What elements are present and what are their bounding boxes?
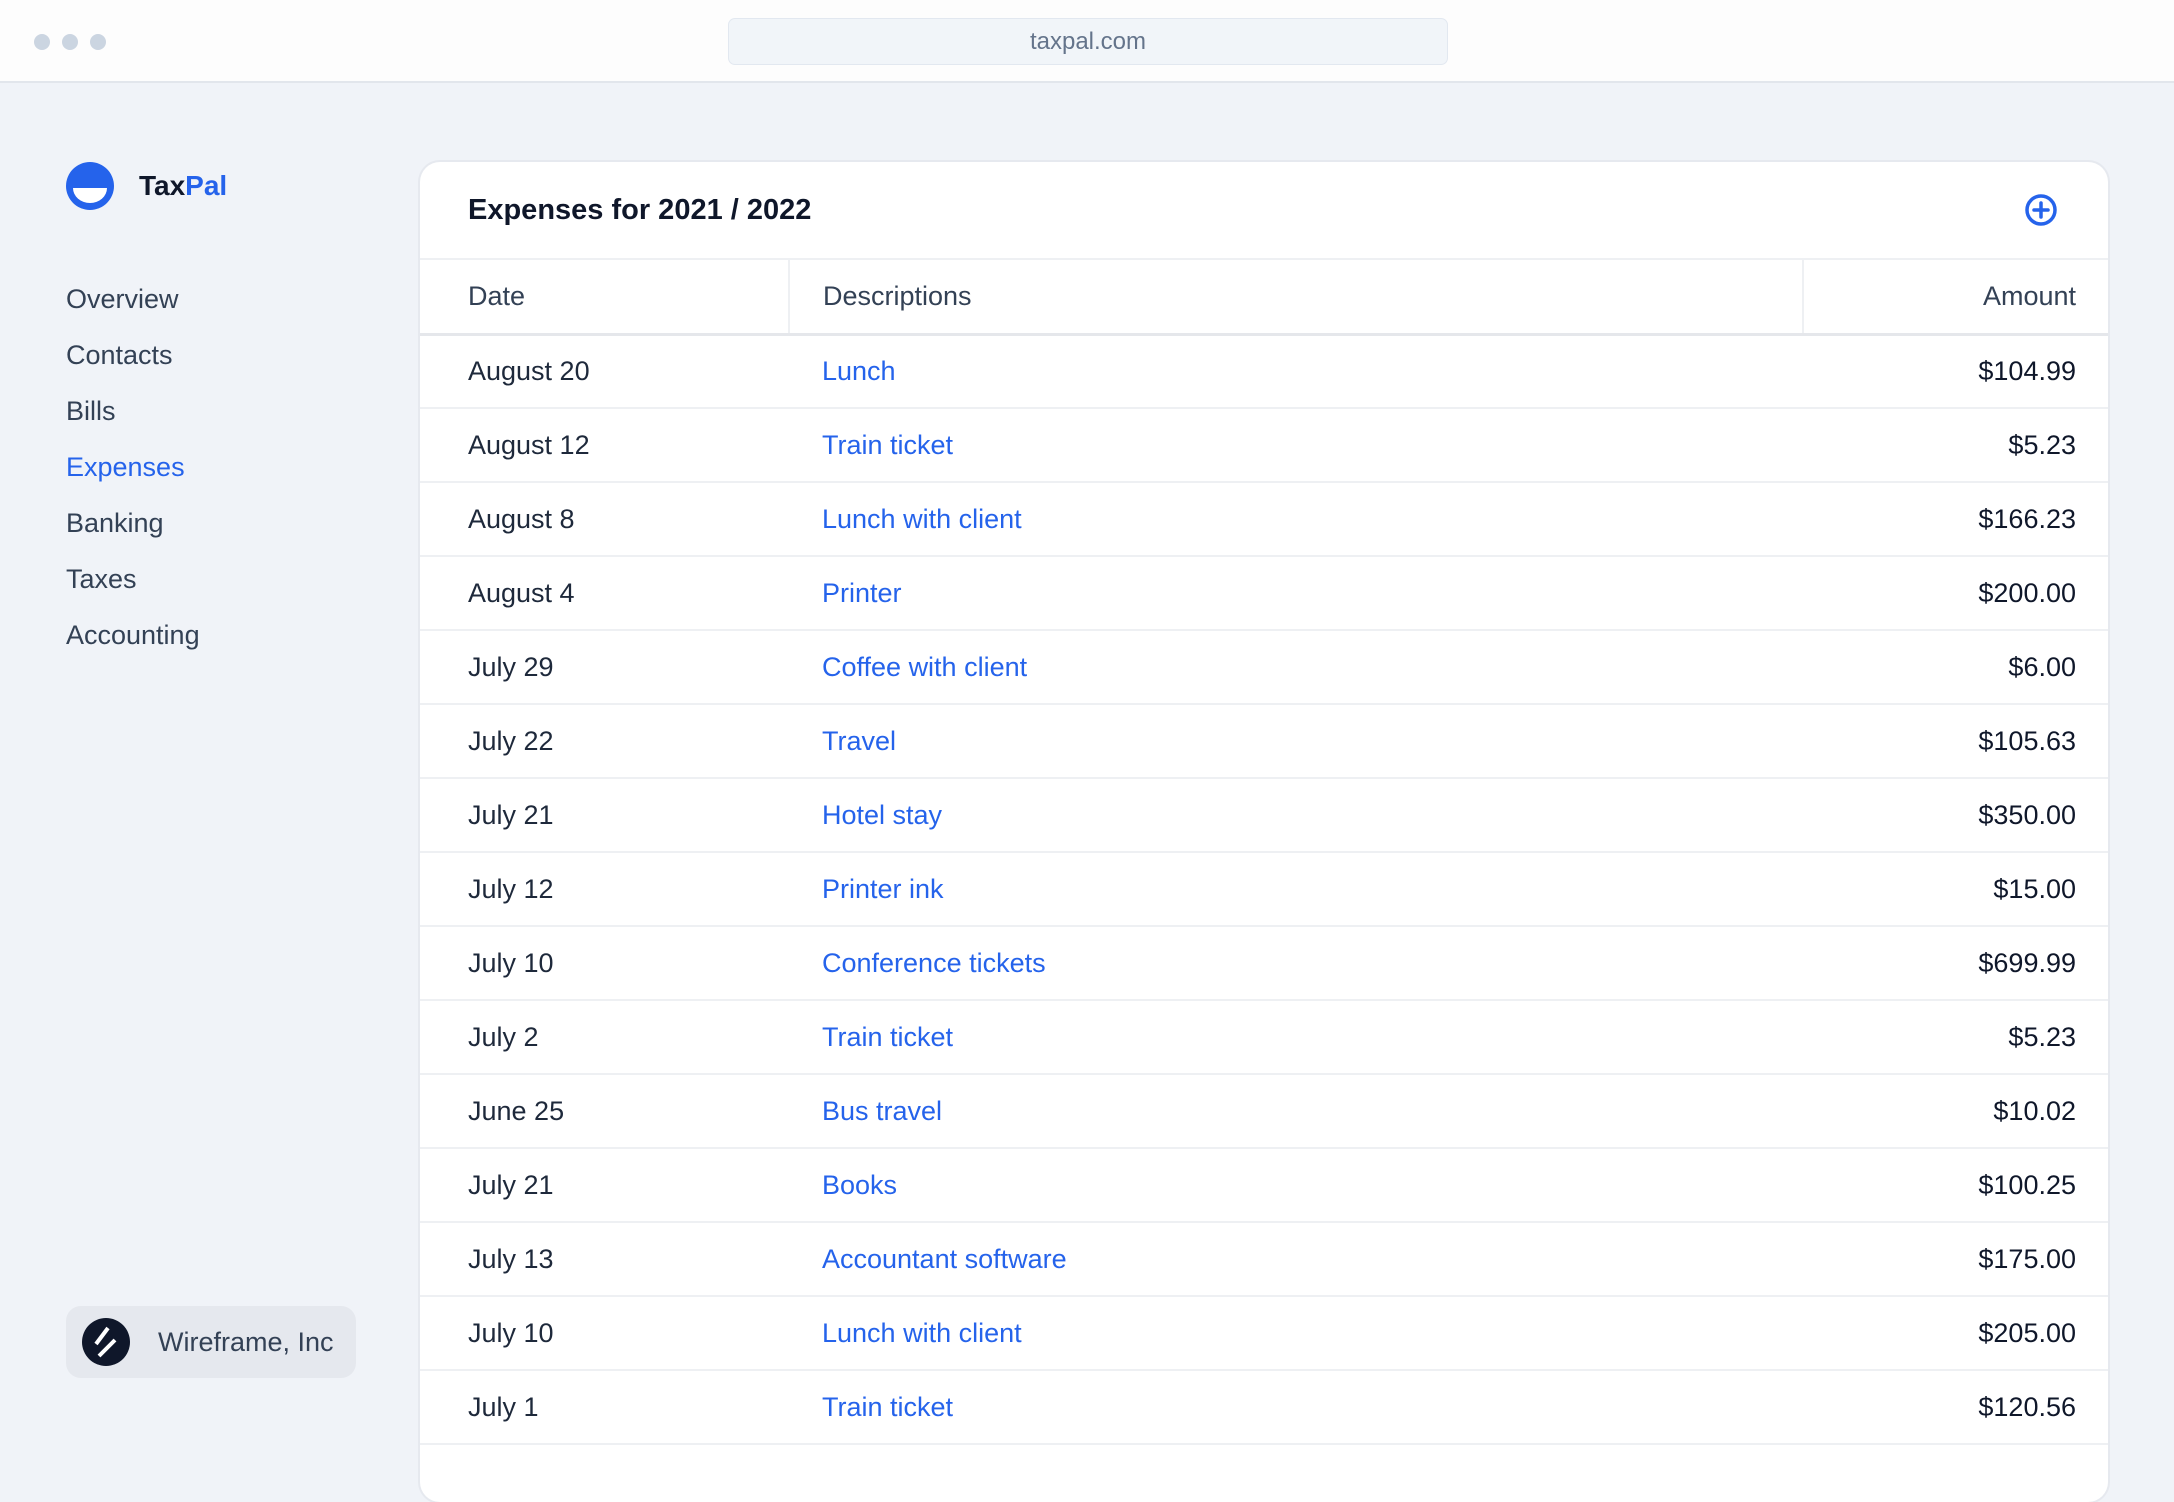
- address-bar[interactable]: taxpal.com: [728, 18, 1448, 65]
- expense-amount: $205.00: [1803, 1296, 2108, 1371]
- table-row[interactable]: July 13 Accountant software $175.00: [420, 1222, 2108, 1297]
- sidebar-item-expenses[interactable]: Expenses: [66, 452, 185, 482]
- expense-date: August 12: [420, 408, 789, 483]
- sidebar-item-overview[interactable]: Overview: [66, 284, 179, 314]
- expense-date: August 8: [420, 482, 789, 557]
- organization-switcher[interactable]: Wireframe, Inc: [66, 1306, 356, 1378]
- brand-logo[interactable]: TaxPal: [66, 162, 227, 210]
- expense-description-link[interactable]: Travel: [789, 704, 1803, 779]
- browser-toolbar: taxpal.com: [0, 0, 2174, 83]
- expense-date: July 1: [420, 1370, 789, 1445]
- sidebar-item-accounting[interactable]: Accounting: [66, 620, 200, 650]
- expense-date: July 21: [420, 778, 789, 853]
- expense-amount: $6.00: [1803, 630, 2108, 705]
- column-header-date[interactable]: Date: [420, 260, 790, 336]
- expense-amount: $105.63: [1803, 704, 2108, 779]
- table-row[interactable]: July 10 Conference tickets $699.99: [420, 926, 2108, 1001]
- expense-amount: $15.00: [1803, 852, 2108, 927]
- expenses-panel: Expenses for 2021 / 2022 Date Descriptio…: [420, 162, 2108, 1502]
- window-maximize-dot[interactable]: [90, 34, 106, 50]
- expense-date: July 10: [420, 926, 789, 1001]
- table-row[interactable]: July 29 Coffee with client $6.00: [420, 630, 2108, 705]
- column-header-amount[interactable]: Amount: [1803, 260, 2108, 336]
- window-minimize-dot[interactable]: [62, 34, 78, 50]
- expense-description-link[interactable]: Accountant software: [789, 1222, 1803, 1297]
- table-row[interactable]: August 20 Lunch $104.99: [420, 334, 2108, 409]
- expense-date: July 22: [420, 704, 789, 779]
- expense-date: August 20: [420, 334, 789, 409]
- expense-description-link[interactable]: Lunch with client: [789, 1296, 1803, 1371]
- expense-amount: $104.99: [1803, 334, 2108, 409]
- expense-amount: $120.56: [1803, 1370, 2108, 1445]
- table-row[interactable]: July 21 Hotel stay $350.00: [420, 778, 2108, 853]
- table-row[interactable]: July 21 Books $100.25: [420, 1148, 2108, 1223]
- wireframe-logo-icon: [82, 1318, 130, 1366]
- expense-description-link[interactable]: Printer ink: [789, 852, 1803, 927]
- expense-amount: $5.23: [1803, 408, 2108, 483]
- expense-date: August 4: [420, 556, 789, 631]
- expense-amount: $100.25: [1803, 1148, 2108, 1223]
- expense-description-link[interactable]: Lunch with client: [789, 482, 1803, 557]
- table-row[interactable]: June 25 Bus travel $10.02: [420, 1074, 2108, 1149]
- expense-date: July 2: [420, 1000, 789, 1075]
- plus-circle-icon[interactable]: [2024, 193, 2058, 227]
- table-row[interactable]: July 22 Travel $105.63: [420, 704, 2108, 779]
- expense-description-link[interactable]: Train ticket: [789, 1370, 1803, 1445]
- expense-amount: $166.23: [1803, 482, 2108, 557]
- expense-amount: $699.99: [1803, 926, 2108, 1001]
- expense-description-link[interactable]: Train ticket: [789, 1000, 1803, 1075]
- table-row[interactable]: July 12 Printer ink $15.00: [420, 852, 2108, 927]
- table-row[interactable]: July 1 Train ticket $120.56: [420, 1370, 2108, 1445]
- organization-name: Wireframe, Inc: [158, 1326, 334, 1357]
- expense-date: July 29: [420, 630, 789, 705]
- expense-description-link[interactable]: Bus travel: [789, 1074, 1803, 1149]
- page-title: Expenses for 2021 / 2022: [468, 193, 812, 226]
- taxpal-logo-icon: [66, 162, 114, 210]
- expense-description-link[interactable]: Printer: [789, 556, 1803, 631]
- expense-date: July 13: [420, 1222, 789, 1297]
- sidebar-item-banking[interactable]: Banking: [66, 508, 164, 538]
- expense-description-link[interactable]: Hotel stay: [789, 778, 1803, 853]
- column-header-descriptions[interactable]: Descriptions: [789, 260, 1804, 336]
- expense-description-link[interactable]: Books: [789, 1148, 1803, 1223]
- table-row[interactable]: August 12 Train ticket $5.23: [420, 408, 2108, 483]
- expense-date: June 25: [420, 1074, 789, 1149]
- expense-description-link[interactable]: Lunch: [789, 334, 1803, 409]
- table-row[interactable]: August 8 Lunch with client $166.23: [420, 482, 2108, 557]
- expense-date: July 21: [420, 1148, 789, 1223]
- panel-header: Expenses for 2021 / 2022: [420, 162, 2108, 260]
- expense-description-link[interactable]: Coffee with client: [789, 630, 1803, 705]
- brand-name: TaxPal: [139, 170, 228, 201]
- expense-amount: $175.00: [1803, 1222, 2108, 1297]
- expense-amount: $5.23: [1803, 1000, 2108, 1075]
- table-row[interactable]: August 4 Printer $200.00: [420, 556, 2108, 631]
- expenses-table: Date Descriptions Amount August 20 Lunch $…: [420, 260, 2108, 1445]
- expense-description-link[interactable]: Train ticket: [789, 408, 1803, 483]
- expense-amount: $10.02: [1803, 1074, 2108, 1149]
- sidebar-item-taxes[interactable]: Taxes: [66, 564, 137, 594]
- sidebar-nav: Overview Contacts Bills Expenses Banking…: [66, 280, 200, 672]
- sidebar-item-contacts[interactable]: Contacts: [66, 340, 173, 370]
- expense-date: July 10: [420, 1296, 789, 1371]
- window-close-dot[interactable]: [34, 34, 50, 50]
- expense-amount: $350.00: [1803, 778, 2108, 853]
- sidebar-item-bills[interactable]: Bills: [66, 396, 116, 426]
- expense-date: July 12: [420, 852, 789, 927]
- expense-description-link[interactable]: Conference tickets: [789, 926, 1803, 1001]
- table-row[interactable]: July 2 Train ticket $5.23: [420, 1000, 2108, 1075]
- table-row[interactable]: July 10 Lunch with client $205.00: [420, 1296, 2108, 1371]
- expense-amount: $200.00: [1803, 556, 2108, 631]
